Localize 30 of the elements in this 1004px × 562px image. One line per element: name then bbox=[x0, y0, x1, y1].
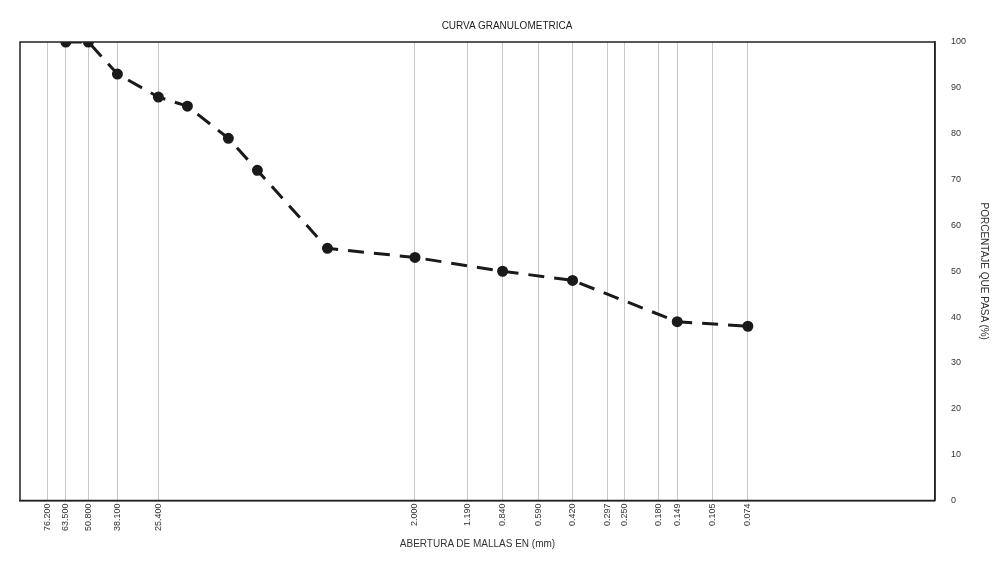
x-tick-label: 50.800 bbox=[82, 503, 93, 531]
x-tick-label: 2.000 bbox=[409, 503, 420, 526]
y-tick-label: 60 bbox=[950, 219, 961, 230]
x-tick-label: 0.105 bbox=[707, 503, 718, 526]
y-tick-label: 70 bbox=[950, 174, 961, 185]
x-tick-label: 76.200 bbox=[41, 503, 52, 531]
y-tick-label: 10 bbox=[950, 449, 961, 460]
x-axis-title: ABERTURA DE MALLAS EN (mm) bbox=[399, 537, 556, 549]
x-tick-label: 0.420 bbox=[567, 503, 578, 526]
chart-title: CURVA GRANULOMETRICA bbox=[441, 19, 573, 31]
x-tick-label: 0.250 bbox=[619, 503, 630, 526]
y-tick-label: 90 bbox=[950, 82, 961, 93]
y-tick-label: 0 bbox=[950, 494, 956, 505]
x-tick-label: 0.297 bbox=[602, 503, 613, 526]
y-tick-label: 40 bbox=[950, 311, 961, 322]
x-tick-label: 63.500 bbox=[60, 503, 71, 531]
y-tick-label: 50 bbox=[950, 265, 961, 276]
x-tick-label: 1.190 bbox=[461, 503, 472, 526]
y-tick-label: 100 bbox=[950, 36, 967, 47]
x-tick-label: 0.180 bbox=[652, 503, 663, 526]
y-tick-label: 80 bbox=[950, 128, 961, 139]
x-tick-label: 25.400 bbox=[152, 503, 163, 531]
x-tick-label: 0.074 bbox=[742, 503, 753, 526]
x-tick-label: 38.100 bbox=[111, 503, 122, 531]
y-tick-label: 30 bbox=[950, 357, 961, 368]
x-tick-label: 0.590 bbox=[532, 503, 543, 526]
y-axis-title: PORCENTAJE QUE PASA (%) bbox=[979, 202, 991, 340]
x-tick-label: 0.840 bbox=[497, 503, 508, 526]
x-tick-label: 0.149 bbox=[671, 503, 682, 526]
y-tick-label: 20 bbox=[950, 403, 961, 414]
